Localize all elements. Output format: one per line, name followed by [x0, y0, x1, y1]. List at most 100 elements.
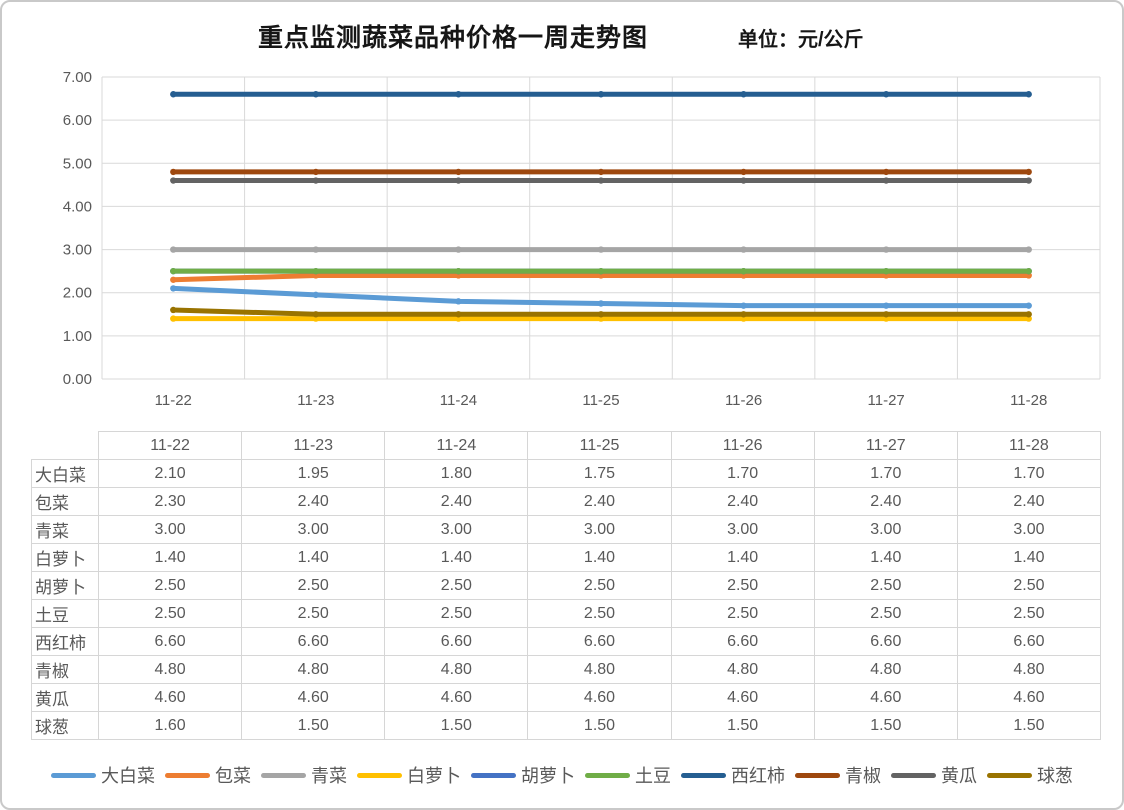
data-point — [882, 168, 890, 176]
row-label: 青菜 — [31, 515, 99, 544]
price-cell: 6.60 — [527, 627, 672, 656]
data-point — [1025, 246, 1032, 253]
legend-label: 土豆 — [635, 766, 671, 786]
price-line-chart: 0.00 1.00 2.00 3.00 4.00 5.00 6.00 7.00 11-22 11-… — [63, 69, 1101, 409]
legend-line-swatch — [891, 772, 936, 778]
price-cell: 4.80 — [527, 655, 672, 684]
price-cell: 1.40 — [956, 543, 1101, 572]
legend-line-swatch — [987, 772, 1032, 778]
data-point — [170, 246, 177, 253]
data-point — [455, 246, 462, 253]
legend-item: 土豆 — [585, 762, 671, 788]
price-cell: 1.70 — [813, 459, 958, 488]
price-cell: 1.50 — [384, 711, 529, 740]
price-cell: 4.60 — [241, 683, 386, 712]
price-cell: 1.40 — [813, 543, 958, 572]
row-label: 西红柿 — [31, 627, 99, 656]
date-header: 11-22 — [97, 431, 243, 460]
price-cell: 4.80 — [670, 655, 815, 684]
price-cell: 2.50 — [956, 571, 1101, 600]
row-label: 球葱 — [31, 711, 99, 740]
data-point — [312, 177, 320, 184]
price-cell: 1.70 — [956, 459, 1101, 488]
data-point — [312, 291, 320, 299]
data-point — [740, 267, 747, 275]
data-point — [170, 306, 177, 314]
date-header: 11-25 — [527, 431, 672, 460]
price-cell: 2.40 — [813, 487, 958, 516]
price-cell: 2.50 — [97, 571, 243, 600]
table-row: 包菜 2.30 2.40 2.40 2.40 2.40 2.40 2.40 — [31, 487, 1101, 516]
data-point — [1025, 302, 1032, 309]
legend-item: 白萝卜 — [357, 762, 461, 788]
row-label: 黄瓜 — [31, 683, 99, 712]
price-cell: 4.80 — [241, 655, 386, 684]
data-point — [455, 311, 462, 318]
price-cell: 6.60 — [813, 627, 958, 656]
data-point — [170, 168, 177, 176]
row-label: 白萝卜 — [31, 543, 99, 572]
price-cell: 1.50 — [241, 711, 386, 740]
x-axis-label: 11-26 — [725, 392, 762, 409]
data-point — [455, 267, 462, 275]
legend-line-swatch — [165, 772, 210, 778]
data-point — [1025, 177, 1032, 184]
legend-label: 胡萝卜 — [521, 766, 575, 786]
data-point — [740, 311, 747, 318]
legend-label: 青椒 — [845, 766, 881, 786]
legend-item: 球葱 — [987, 762, 1073, 788]
price-cell: 2.50 — [97, 599, 243, 628]
data-point — [1025, 267, 1032, 275]
data-point — [882, 177, 890, 184]
unit-label: 单位：元/公斤 — [738, 29, 864, 51]
data-point — [882, 302, 890, 309]
legend-item: 大白菜 — [51, 762, 155, 788]
data-point — [740, 168, 747, 176]
price-cell: 1.95 — [241, 459, 386, 488]
price-cell: 6.60 — [956, 627, 1101, 656]
data-point — [312, 91, 320, 98]
data-point — [597, 168, 605, 176]
y-axis-label: 3.00 — [63, 242, 92, 259]
data-point — [740, 302, 747, 309]
data-point — [170, 91, 177, 98]
chart-title: 重点监测蔬菜品种价格一周走势图 — [257, 24, 649, 52]
y-axis-label: 5.00 — [63, 155, 92, 172]
price-cell: 1.50 — [956, 711, 1101, 740]
price-cell: 4.60 — [527, 683, 672, 712]
price-cell: 4.60 — [384, 683, 529, 712]
data-point — [1025, 91, 1032, 98]
data-point — [170, 285, 177, 292]
x-axis-label: 11-23 — [297, 392, 334, 409]
legend-line-swatch — [261, 772, 306, 778]
price-cell: 1.75 — [527, 459, 672, 488]
data-point — [455, 298, 462, 305]
row-label: 胡萝卜 — [31, 571, 99, 600]
legend-item: 青菜 — [261, 762, 347, 788]
legend-line-swatch — [357, 772, 402, 778]
table-row: 青菜 3.00 3.00 3.00 3.00 3.00 3.00 3.00 — [31, 515, 1101, 544]
price-cell: 2.50 — [384, 599, 529, 628]
price-table: 11-22 11-23 11-24 11-25 11-26 11-27 11-28 大白菜 2.… — [31, 431, 1101, 740]
legend-item: 包菜 — [165, 762, 251, 788]
data-point — [882, 246, 890, 253]
data-point — [882, 91, 890, 98]
date-header: 11-27 — [813, 431, 958, 460]
price-cell: 2.40 — [956, 487, 1101, 516]
data-point — [455, 91, 462, 98]
price-cell: 4.80 — [813, 655, 958, 684]
price-cell: 2.10 — [97, 459, 243, 488]
price-cell: 1.50 — [670, 711, 815, 740]
data-point — [597, 246, 605, 253]
data-point — [597, 300, 605, 307]
x-axis-label: 11-22 — [155, 392, 192, 409]
legend-label: 球葱 — [1037, 766, 1073, 786]
data-point — [740, 177, 747, 184]
data-point — [170, 276, 177, 283]
table-row: 球葱 1.60 1.50 1.50 1.50 1.50 1.50 1.50 — [31, 711, 1101, 740]
data-point — [1025, 168, 1032, 176]
data-point — [170, 177, 177, 184]
legend-label: 西红柿 — [731, 766, 785, 786]
legend-line-swatch — [585, 772, 630, 778]
price-cell: 1.40 — [241, 543, 386, 572]
